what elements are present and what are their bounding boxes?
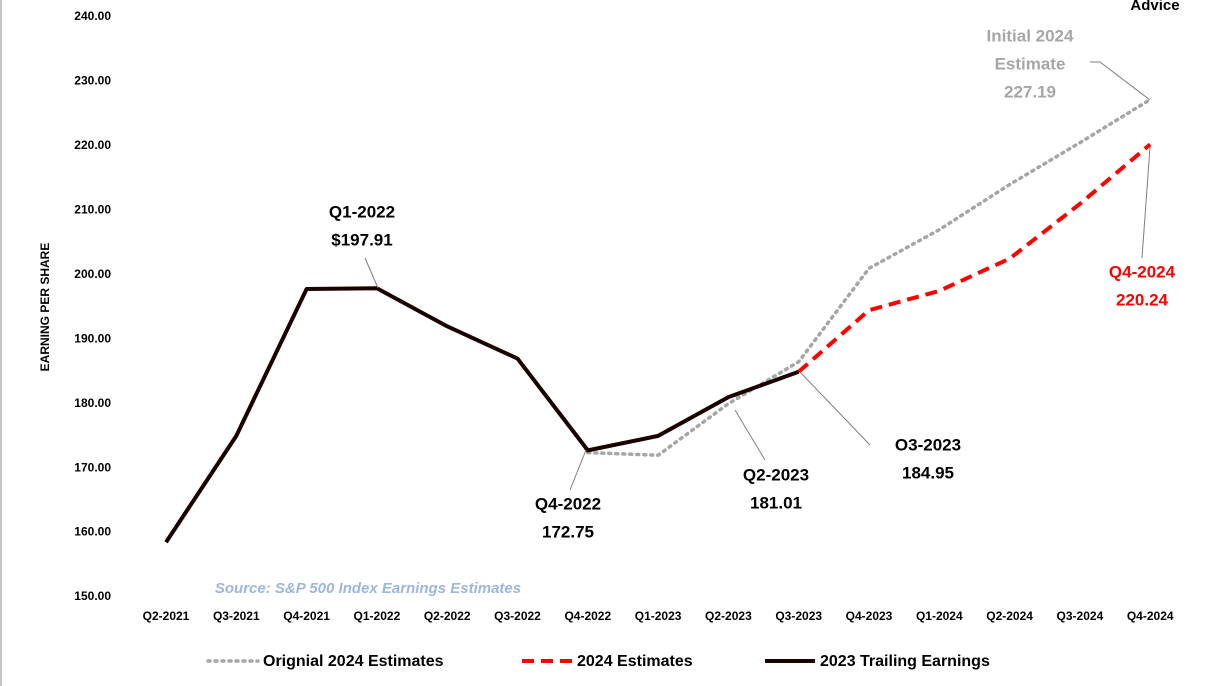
annotation-text: 181.01 xyxy=(750,493,802,512)
x-tick-label: Q2-2023 xyxy=(705,609,752,623)
y-tick-label: 200.00 xyxy=(74,267,111,281)
annotation-text: Initial 2024 xyxy=(987,26,1074,45)
x-tick-label: Q4-2023 xyxy=(846,609,893,623)
logo-text: Advice xyxy=(1130,0,1179,14)
series-line xyxy=(164,286,800,544)
annotation-text: Q4-2022 xyxy=(535,494,601,513)
y-tick-label: 170.00 xyxy=(74,460,111,474)
y-axis-label: EARNING PER SHARE xyxy=(38,243,52,372)
annotation-text: Estimate xyxy=(995,54,1066,73)
annotation-text: $197.91 xyxy=(331,230,392,249)
legend-label: 2023 Trailing Earnings xyxy=(820,653,990,670)
annotation-leader xyxy=(734,409,766,461)
x-tick-label: Q4-2022 xyxy=(564,609,611,623)
annotation-text: 227.19 xyxy=(1004,82,1056,101)
legend-label: 2024 Estimates xyxy=(577,653,693,670)
source-note: Source: S&P 500 Index Earnings Estimates xyxy=(215,580,521,597)
annotation-text: Q4-2024 xyxy=(1109,262,1176,281)
annotation-text: O3-2023 xyxy=(895,435,961,454)
annotation-text: Q2-2023 xyxy=(743,465,809,484)
annotation-leader xyxy=(1141,146,1151,259)
x-tick-label: Q2-2024 xyxy=(986,609,1033,623)
x-tick-label: Q3-2023 xyxy=(775,609,822,623)
x-tick-label: Q2-2022 xyxy=(424,609,471,623)
y-tick-label: 190.00 xyxy=(74,331,111,345)
x-tick-label: Q2-2021 xyxy=(143,609,190,623)
y-tick-label: 220.00 xyxy=(74,138,111,152)
annotation-text: 184.95 xyxy=(902,463,954,482)
annotation-leader xyxy=(364,257,379,289)
series-line xyxy=(797,142,1152,374)
x-tick-label: Q1-2024 xyxy=(916,609,963,623)
legend-label: Orignial 2024 Estimates xyxy=(263,653,444,670)
x-tick-label: Q3-2021 xyxy=(213,609,260,623)
y-tick-label: 240.00 xyxy=(74,9,111,23)
series-line xyxy=(586,97,1152,457)
y-tick-label: 210.00 xyxy=(74,203,111,217)
x-tick-label: Q4-2024 xyxy=(1127,609,1174,623)
annotation-text: 220.24 xyxy=(1116,290,1169,309)
annotation-text: Q1-2022 xyxy=(329,202,395,221)
y-tick-label: 180.00 xyxy=(74,396,111,410)
x-tick-label: Q3-2024 xyxy=(1057,609,1104,623)
annotation-leader xyxy=(569,449,587,491)
y-tick-label: 150.00 xyxy=(74,589,111,603)
x-tick-label: Q1-2023 xyxy=(635,609,682,623)
x-tick-label: Q3-2022 xyxy=(494,609,541,623)
y-tick-label: 230.00 xyxy=(74,74,111,88)
y-tick-label: 160.00 xyxy=(74,525,111,539)
x-tick-label: Q4-2021 xyxy=(283,609,330,623)
annotation-leader xyxy=(799,371,871,446)
annotation-leader xyxy=(1090,61,1151,101)
x-tick-label: Q1-2022 xyxy=(354,609,401,623)
annotation-text: 172.75 xyxy=(542,522,594,541)
